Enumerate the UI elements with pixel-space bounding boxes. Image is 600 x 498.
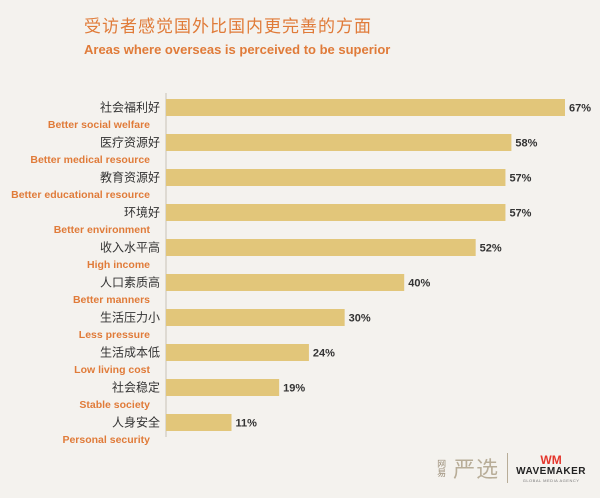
data-label: 11% — [236, 418, 258, 430]
data-label: 58% — [515, 138, 537, 150]
category-label-cn: 社会福利好 — [100, 100, 160, 115]
bar — [166, 134, 512, 151]
data-label: 67% — [569, 103, 591, 115]
yanxuan-logo: 严选 — [453, 458, 500, 483]
category-label-en: Personal security — [62, 434, 150, 446]
data-label: 52% — [480, 243, 502, 255]
category-label-en: Stable society — [79, 399, 150, 411]
wavemaker-mark: WM — [540, 452, 562, 467]
logo-divider — [507, 453, 509, 483]
bar — [166, 274, 405, 291]
bar — [166, 99, 565, 116]
bar — [166, 169, 506, 186]
bar — [166, 204, 506, 221]
bar — [166, 344, 309, 361]
category-label-en: Better manners — [73, 294, 150, 306]
data-label: 57% — [509, 173, 531, 185]
category-label-en: Better environment — [54, 224, 151, 236]
category-label-cn: 生活压力小 — [100, 311, 160, 325]
wavemaker-logo: WM WAVEMAKER GLOBAL MEDIA AGENCY — [516, 454, 586, 483]
chart-subtitle: Areas where overseas is perceived to be … — [84, 42, 391, 57]
wavemaker-tagline: GLOBAL MEDIA AGENCY — [522, 477, 580, 483]
footer-logos: 网易 严选 WM WAVEMAKER GLOBAL MEDIA AGENCY — [435, 452, 586, 484]
category-label-en: High income — [87, 259, 150, 271]
chart-title: 受访者感觉国外比国内更完善的方面 — [84, 17, 372, 37]
category-label-cn: 社会稳定 — [112, 380, 160, 395]
data-label: 19% — [283, 383, 305, 395]
category-label-cn: 生活成本低 — [100, 346, 160, 360]
category-label-en: Less pressure — [79, 329, 150, 341]
category-label-en: Better medical resource — [30, 154, 150, 166]
wavemaker-name: WAVEMAKER — [516, 465, 586, 477]
bar — [166, 309, 345, 326]
data-label: 24% — [313, 348, 335, 360]
category-label-en: Low living cost — [74, 364, 150, 376]
category-label-cn: 人口素质高 — [100, 275, 160, 290]
data-label: 40% — [408, 278, 430, 290]
category-label-cn: 环境好 — [124, 205, 160, 220]
data-label: 30% — [349, 313, 371, 325]
category-label-cn: 教育资源好 — [100, 170, 160, 185]
category-label-en: Better educational resource — [11, 189, 150, 201]
category-label-cn: 医疗资源好 — [100, 136, 160, 150]
data-label: 57% — [509, 208, 531, 220]
bar — [166, 414, 232, 431]
category-label-en: Better social welfare — [48, 119, 150, 131]
category-label-cn: 人身安全 — [112, 415, 160, 430]
bar — [166, 379, 280, 396]
category-label-cn: 收入水平高 — [100, 240, 160, 255]
bar — [166, 239, 476, 256]
netease-logo-text: 网易 — [435, 459, 446, 477]
